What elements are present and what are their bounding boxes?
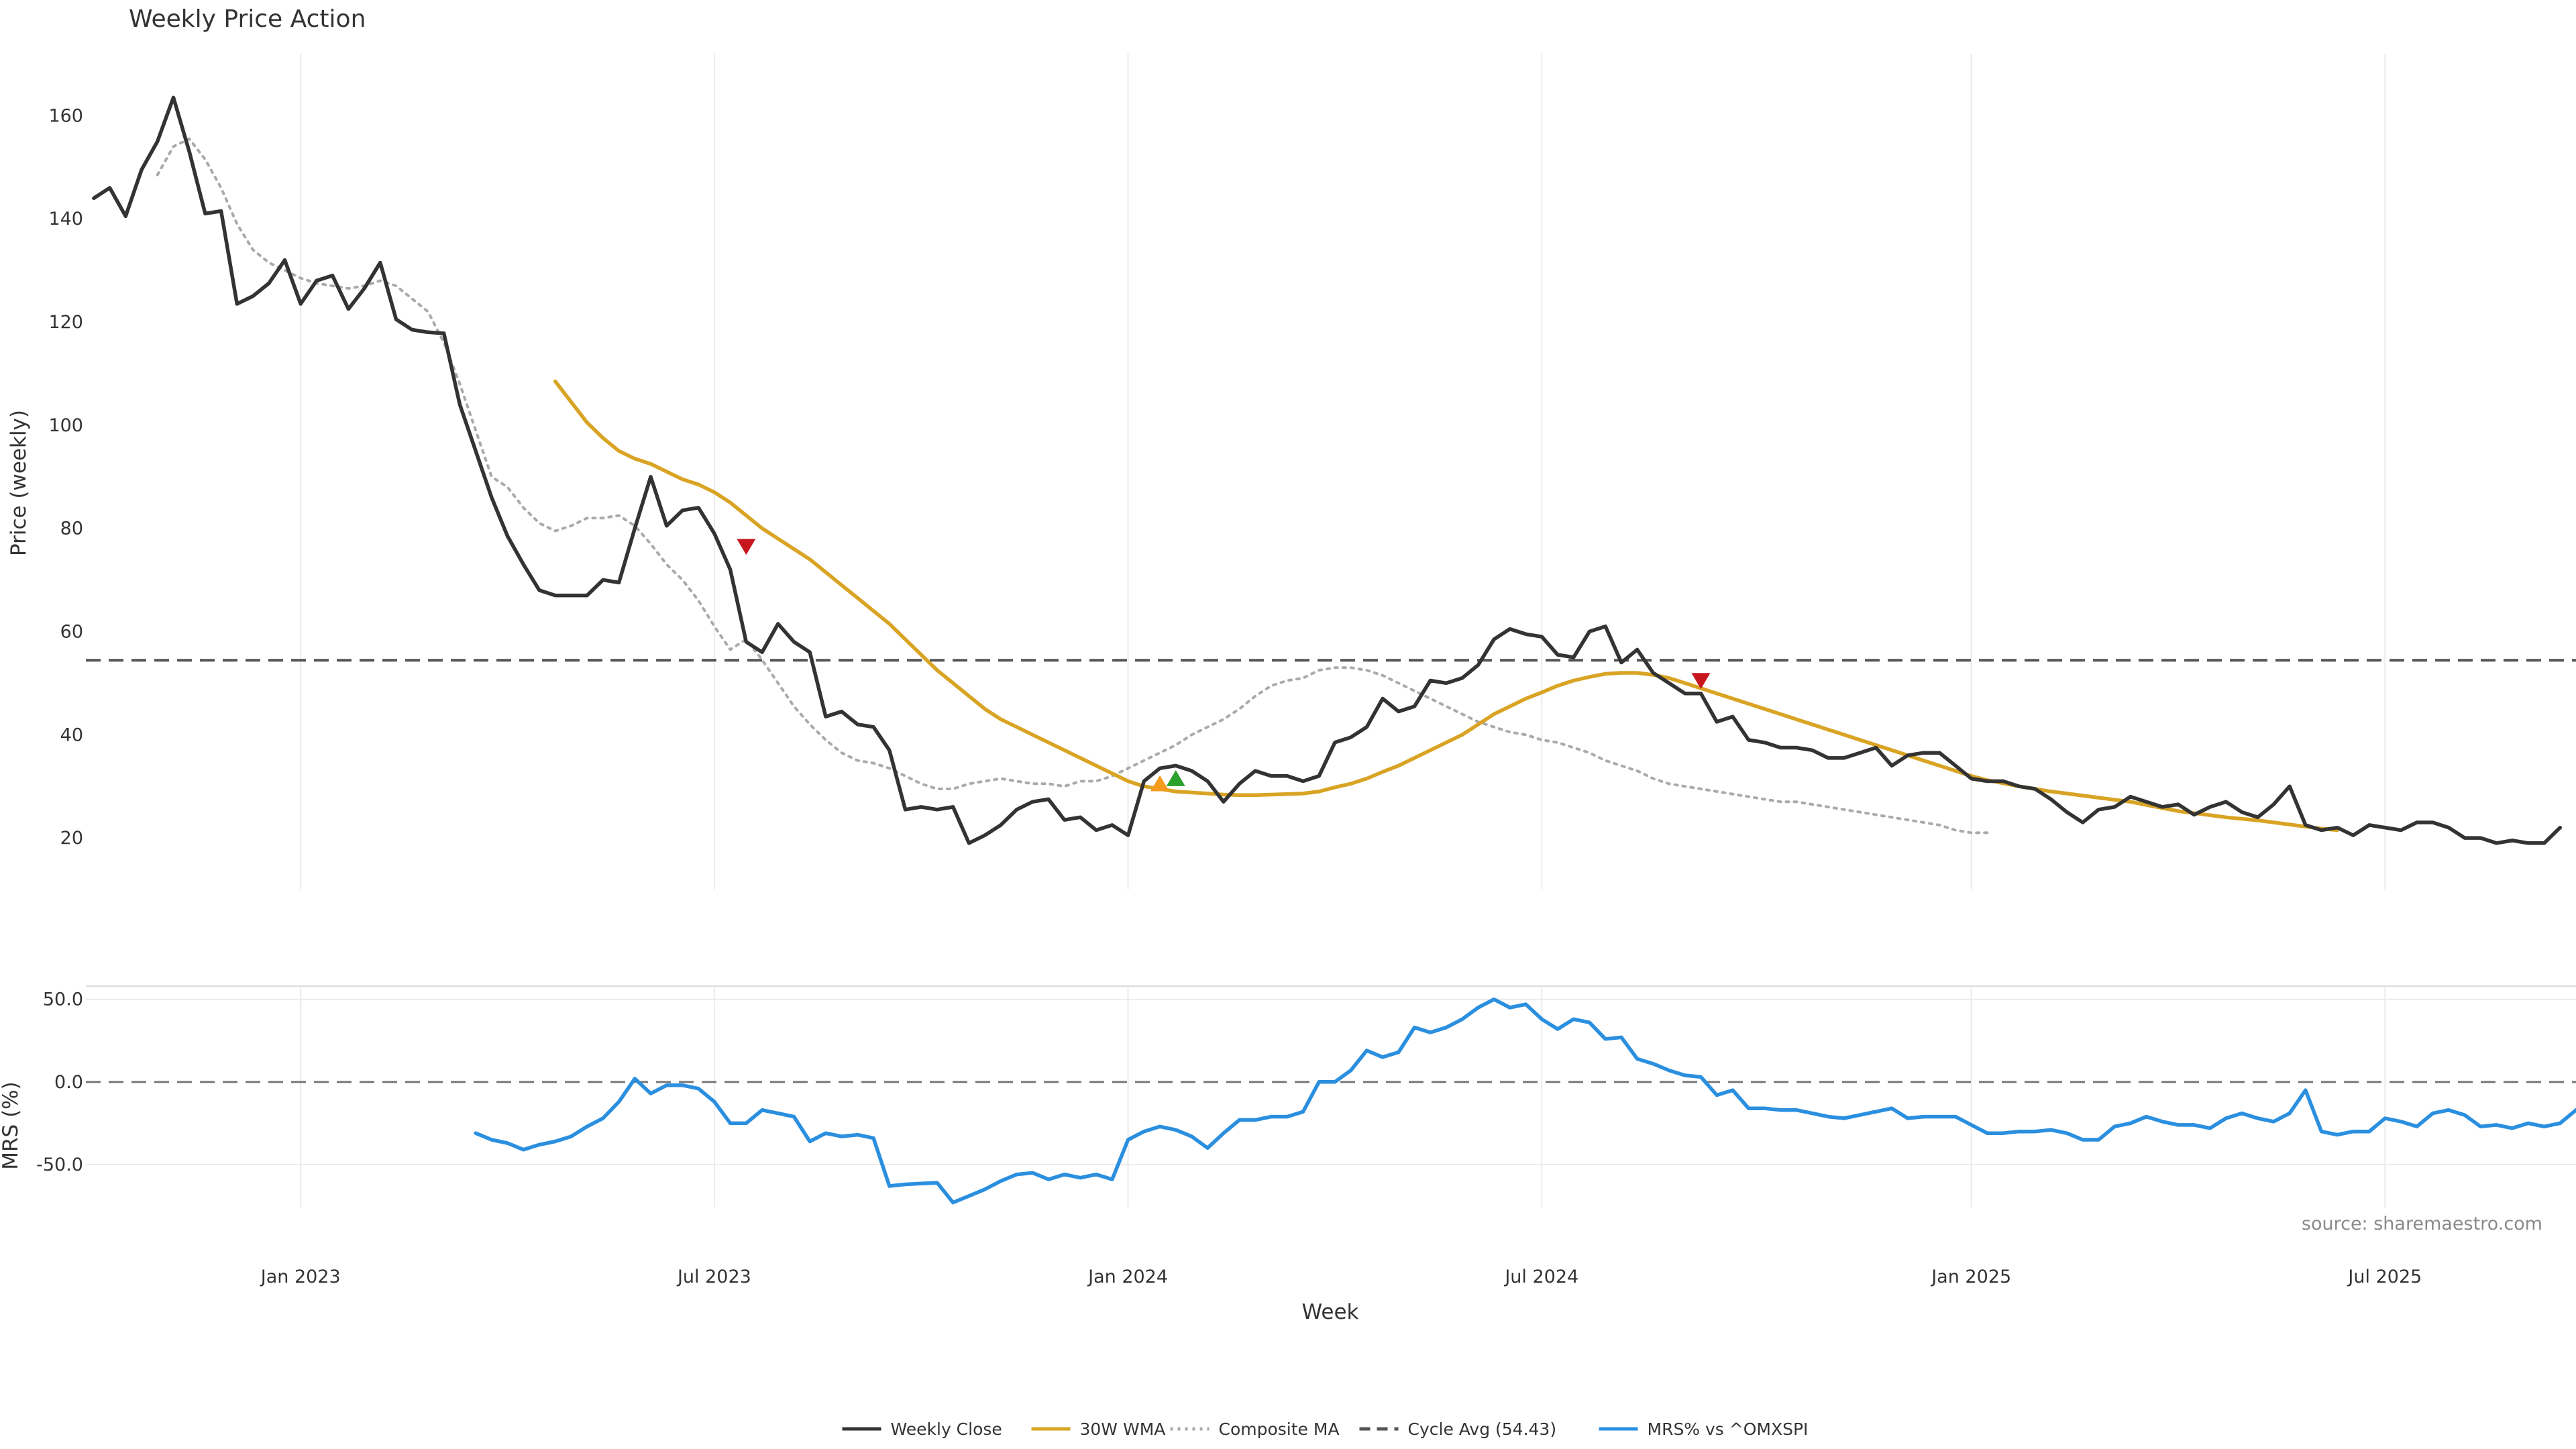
legend-label: MRS% vs ^OMXSPI xyxy=(1648,1419,1809,1439)
series-layer xyxy=(86,95,2576,1205)
mrs-y-ticks: 50.0 0.0 -50.0 xyxy=(36,989,83,1175)
price-y-ticks: 20 40 60 80 100 120 140 160 xyxy=(48,105,83,849)
legend-label: 30W WMA xyxy=(1080,1419,1166,1439)
x-tick-label: Jul 2024 xyxy=(1503,1267,1578,1287)
price-y-axis-label: Price (weekly) xyxy=(7,410,31,556)
buy-signal-marker xyxy=(1166,770,1185,786)
price-y-tick-label: 140 xyxy=(48,209,83,229)
signal-markers xyxy=(737,539,1711,792)
mrs-vs-omxspi-line xyxy=(474,997,2576,1205)
x-tick-label: Jul 2025 xyxy=(2347,1267,2422,1287)
chart-title: Weekly Price Action xyxy=(129,5,366,33)
sell-signal-marker xyxy=(1691,673,1711,690)
price-y-tick-label: 60 xyxy=(60,621,83,642)
x-tick-label: Jan 2023 xyxy=(260,1267,341,1287)
legend: Weekly Close 30W WMA Composite MA Cycle Avg… xyxy=(842,1419,1809,1439)
mrs-y-tick-label: -50.0 xyxy=(36,1155,83,1175)
price-y-tick-label: 40 xyxy=(60,724,83,745)
x-axis-ticks: Jan 2023 Jul 2023 Jan 2024 Jul 2024 Jan 2025… xyxy=(260,1267,2422,1287)
source-annotation: source: sharemaestro.com xyxy=(2302,1214,2542,1234)
mrs-y-tick-label: 0.0 xyxy=(54,1072,83,1093)
price-y-tick-label: 20 xyxy=(60,828,83,849)
weekly-close-line xyxy=(92,95,2563,845)
price-y-tick-label: 160 xyxy=(48,105,83,126)
buy-signal-marker xyxy=(1150,775,1170,792)
legend-label: Weekly Close xyxy=(891,1419,1002,1439)
legend-label: Composite MA xyxy=(1219,1419,1340,1439)
price-y-tick-label: 120 xyxy=(48,312,83,333)
mrs-y-axis-label: MRS (%) xyxy=(0,1081,23,1169)
price-y-tick-label: 80 xyxy=(60,519,83,539)
mrs-y-tick-label: 50.0 xyxy=(43,989,83,1010)
30w-wma-line xyxy=(553,379,2339,833)
legend-label: Cycle Avg (54.43) xyxy=(1408,1419,1557,1439)
sell-signal-marker xyxy=(737,539,756,555)
x-axis-label: Week xyxy=(1302,1300,1359,1324)
mrs-gridlines xyxy=(86,985,2576,1208)
composite-ma-line xyxy=(156,137,1989,835)
x-tick-label: Jan 2025 xyxy=(1930,1267,2011,1287)
price-gridlines xyxy=(300,54,2386,890)
price-y-tick-label: 100 xyxy=(48,415,83,436)
x-tick-label: Jan 2024 xyxy=(1087,1267,1168,1287)
x-tick-label: Jul 2023 xyxy=(676,1267,751,1287)
